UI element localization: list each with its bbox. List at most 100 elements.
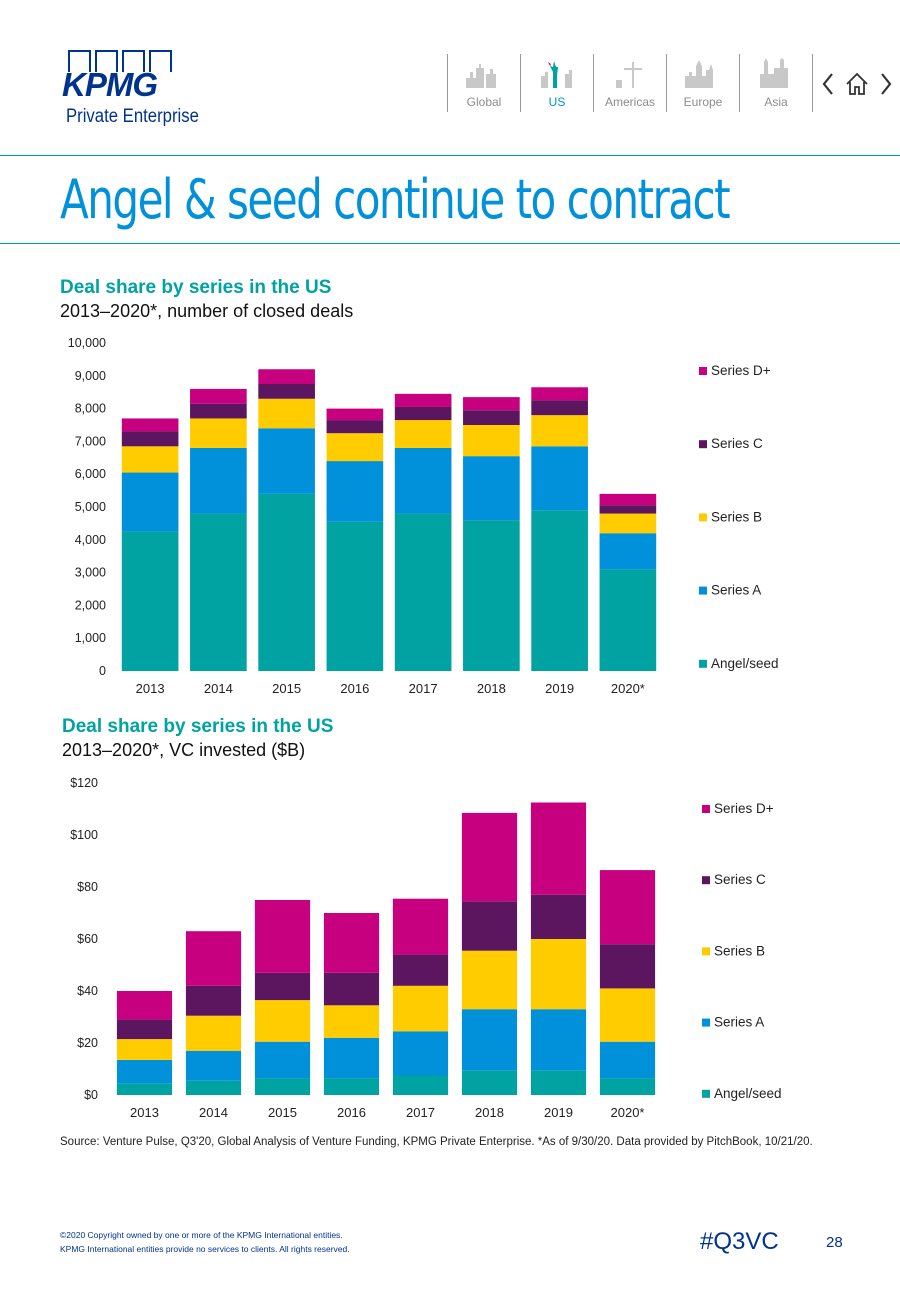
x-tick-label: 2014 bbox=[199, 1105, 228, 1120]
bar-segment bbox=[461, 950, 518, 1010]
header-rule bbox=[0, 155, 900, 156]
bar-segment bbox=[326, 420, 384, 434]
page-nav bbox=[820, 70, 895, 98]
bar-segment bbox=[254, 1000, 311, 1042]
bar-segment bbox=[394, 513, 452, 671]
logo-wordmark: KPMG bbox=[62, 66, 158, 103]
logo-boxes bbox=[68, 50, 176, 77]
title-rule bbox=[0, 243, 900, 244]
bar-segment bbox=[326, 433, 384, 462]
x-tick-label: 2014 bbox=[204, 681, 233, 696]
logo-subtitle: Private Enterprise bbox=[66, 106, 199, 127]
bar-segment bbox=[258, 398, 315, 429]
bar-segment bbox=[599, 944, 656, 989]
home-icon[interactable] bbox=[844, 70, 870, 98]
bar-segment bbox=[392, 954, 449, 986]
legend-label: Angel/seed bbox=[711, 656, 779, 671]
bar-segment bbox=[116, 1083, 173, 1095]
bar-segment bbox=[323, 1078, 380, 1095]
legend-swatch bbox=[702, 805, 710, 813]
legend-swatch bbox=[699, 586, 707, 595]
legend-swatch bbox=[699, 513, 707, 522]
bar-segment bbox=[185, 1015, 242, 1051]
legend-swatch bbox=[699, 367, 707, 375]
legend-swatch bbox=[702, 1018, 710, 1027]
legend-label: Series B bbox=[714, 943, 765, 958]
bar-segment bbox=[531, 400, 588, 416]
bar-segment bbox=[258, 369, 315, 384]
bar-segment bbox=[254, 1078, 311, 1095]
y-tick-label: 0 bbox=[99, 664, 106, 678]
y-tick-label: $0 bbox=[84, 1088, 98, 1102]
bar-segment bbox=[323, 972, 380, 1006]
region-tab-us[interactable]: US bbox=[520, 54, 593, 112]
bar-segment bbox=[599, 988, 656, 1042]
bar-segment bbox=[461, 1009, 518, 1071]
y-tick-label: $120 bbox=[70, 776, 98, 790]
y-tick-label: $100 bbox=[70, 828, 98, 842]
x-tick-label: 2017 bbox=[409, 681, 438, 696]
bar-segment bbox=[254, 900, 311, 973]
bar-segment bbox=[599, 1041, 656, 1079]
kpmg-logo: KPMG Private Enterprise bbox=[62, 50, 212, 130]
bar-segment bbox=[116, 1059, 173, 1084]
bar-segment bbox=[530, 1070, 587, 1095]
legend-label: Series D+ bbox=[711, 363, 771, 378]
x-tick-label: 2018 bbox=[475, 1105, 504, 1120]
bar-segment bbox=[599, 569, 657, 671]
region-tab-asia[interactable]: Asia bbox=[739, 54, 813, 112]
bar-segment bbox=[323, 913, 380, 973]
x-tick-label: 2016 bbox=[337, 1105, 366, 1120]
bar-segment bbox=[599, 870, 656, 945]
region-nav: Global US Americas Europe Asia bbox=[447, 54, 813, 112]
skyline-icon bbox=[466, 64, 496, 88]
bar-segment bbox=[258, 384, 315, 399]
y-tick-label: 6,000 bbox=[75, 467, 106, 481]
region-tab-global[interactable]: Global bbox=[447, 54, 520, 112]
hashtag: #Q3VC bbox=[700, 1228, 779, 1255]
y-tick-label: 1,000 bbox=[75, 631, 106, 645]
bar-segment bbox=[185, 1050, 242, 1081]
christ-statue-icon bbox=[616, 62, 642, 88]
pagoda-icon bbox=[760, 58, 788, 88]
bar-segment bbox=[258, 493, 315, 671]
y-tick-label: 9,000 bbox=[75, 369, 106, 383]
bar-segment bbox=[121, 418, 179, 432]
bar-segment bbox=[394, 420, 452, 448]
chevron-right-icon[interactable] bbox=[878, 70, 894, 98]
chart2-title: Deal share by series in the US bbox=[62, 716, 334, 737]
bar-segment bbox=[599, 1078, 656, 1095]
legend-label: Series D+ bbox=[714, 801, 774, 816]
x-tick-label: 2016 bbox=[340, 681, 369, 696]
y-tick-label: 7,000 bbox=[75, 434, 106, 448]
y-tick-label: $80 bbox=[77, 880, 98, 894]
bar-segment bbox=[121, 531, 179, 671]
bar-segment bbox=[392, 985, 449, 1032]
bar-segment bbox=[185, 931, 242, 986]
x-tick-label: 2019 bbox=[545, 681, 574, 696]
legend-label: Series A bbox=[714, 1015, 764, 1030]
bar-segment bbox=[530, 894, 587, 939]
vc-invested-chart: $0 $20 $40 $60 $80 $100 $120 2013 2014 2015 2016 20… bbox=[70, 776, 781, 1120]
y-tick-label: 5,000 bbox=[75, 500, 106, 514]
y-tick-label: 2,000 bbox=[75, 598, 106, 612]
bar-segment bbox=[190, 388, 247, 404]
bar-segment bbox=[116, 1019, 173, 1040]
legend-label: Series C bbox=[714, 872, 766, 887]
region-label: Europe bbox=[683, 95, 723, 109]
bar-segment bbox=[185, 985, 242, 1016]
region-tab-americas[interactable]: Americas bbox=[593, 54, 666, 112]
region-tab-europe[interactable]: Europe bbox=[666, 54, 739, 112]
bar-segment bbox=[463, 456, 520, 521]
bar-segment bbox=[121, 446, 179, 473]
page-number: 28 bbox=[826, 1234, 843, 1251]
bar-segment bbox=[190, 513, 247, 671]
source-note: Source: Venture Pulse, Q3'20, Global Ana… bbox=[60, 1136, 813, 1148]
bar-segment bbox=[599, 513, 657, 534]
chevron-left-icon[interactable] bbox=[820, 70, 836, 98]
bar-segment bbox=[599, 505, 657, 514]
y-tick-label: 8,000 bbox=[75, 402, 106, 416]
bar-segment bbox=[531, 446, 588, 511]
bar-segment bbox=[121, 472, 179, 532]
bar-segment bbox=[326, 461, 384, 522]
